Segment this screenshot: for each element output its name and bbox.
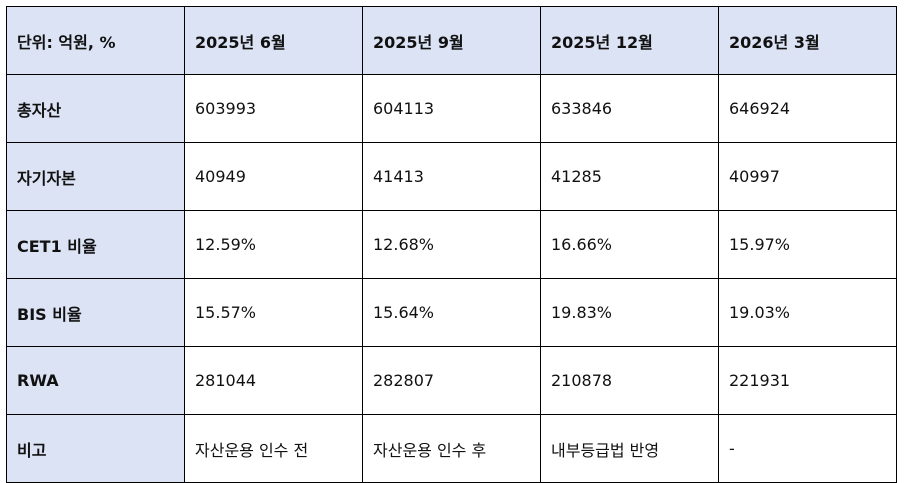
header-cell: 2025년 6월 xyxy=(184,6,363,75)
table-cell: 41285 xyxy=(540,142,719,211)
table-cell: 281044 xyxy=(184,346,363,415)
row-label: 자기자본 xyxy=(6,142,185,211)
table-cell: 19.03% xyxy=(718,278,897,347)
table-cell: 15.64% xyxy=(362,278,541,347)
table-cell: - xyxy=(718,414,897,483)
table-cell: 16.66% xyxy=(540,210,719,279)
table-cell: 41413 xyxy=(362,142,541,211)
table-header-row: 단위: 억원, % 2025년 6월 2025년 9월 2025년 12월 20… xyxy=(6,6,897,75)
table-row: 자기자본 40949 41413 41285 40997 xyxy=(6,142,897,211)
table-row: 총자산 603993 604113 633846 646924 xyxy=(6,74,897,143)
table-cell: 210878 xyxy=(540,346,719,415)
header-cell: 2026년 3월 xyxy=(718,6,897,75)
table-cell: 604113 xyxy=(362,74,541,143)
table-cell: 221931 xyxy=(718,346,897,415)
header-unit-cell: 단위: 억원, % xyxy=(6,6,185,75)
row-label: 비고 xyxy=(6,414,185,483)
table-cell: 자산운용 인수 전 xyxy=(184,414,363,483)
header-cell: 2025년 12월 xyxy=(540,6,719,75)
row-label: BIS 비율 xyxy=(6,278,185,347)
row-label: RWA xyxy=(6,346,185,415)
table-cell: 19.83% xyxy=(540,278,719,347)
table-cell: 282807 xyxy=(362,346,541,415)
financial-table-container: 단위: 억원, % 2025년 6월 2025년 9월 2025년 12월 20… xyxy=(6,6,897,483)
row-label: CET1 비율 xyxy=(6,210,185,279)
table-row: BIS 비율 15.57% 15.64% 19.83% 19.03% xyxy=(6,278,897,347)
table-cell: 633846 xyxy=(540,74,719,143)
table-cell: 15.57% xyxy=(184,278,363,347)
table-cell: 12.68% xyxy=(362,210,541,279)
table-cell: 40997 xyxy=(718,142,897,211)
table-cell: 15.97% xyxy=(718,210,897,279)
row-label: 총자산 xyxy=(6,74,185,143)
table-cell: 603993 xyxy=(184,74,363,143)
table-row: 비고 자산운용 인수 전 자산운용 인수 후 내부등급법 반영 - xyxy=(6,414,897,483)
table-row: CET1 비율 12.59% 12.68% 16.66% 15.97% xyxy=(6,210,897,279)
table-cell: 40949 xyxy=(184,142,363,211)
table-row: RWA 281044 282807 210878 221931 xyxy=(6,346,897,415)
table-cell: 내부등급법 반영 xyxy=(540,414,719,483)
financial-table: 단위: 억원, % 2025년 6월 2025년 9월 2025년 12월 20… xyxy=(6,6,897,483)
table-cell: 12.59% xyxy=(184,210,363,279)
table-cell: 646924 xyxy=(718,74,897,143)
table-cell: 자산운용 인수 후 xyxy=(362,414,541,483)
header-cell: 2025년 9월 xyxy=(362,6,541,75)
